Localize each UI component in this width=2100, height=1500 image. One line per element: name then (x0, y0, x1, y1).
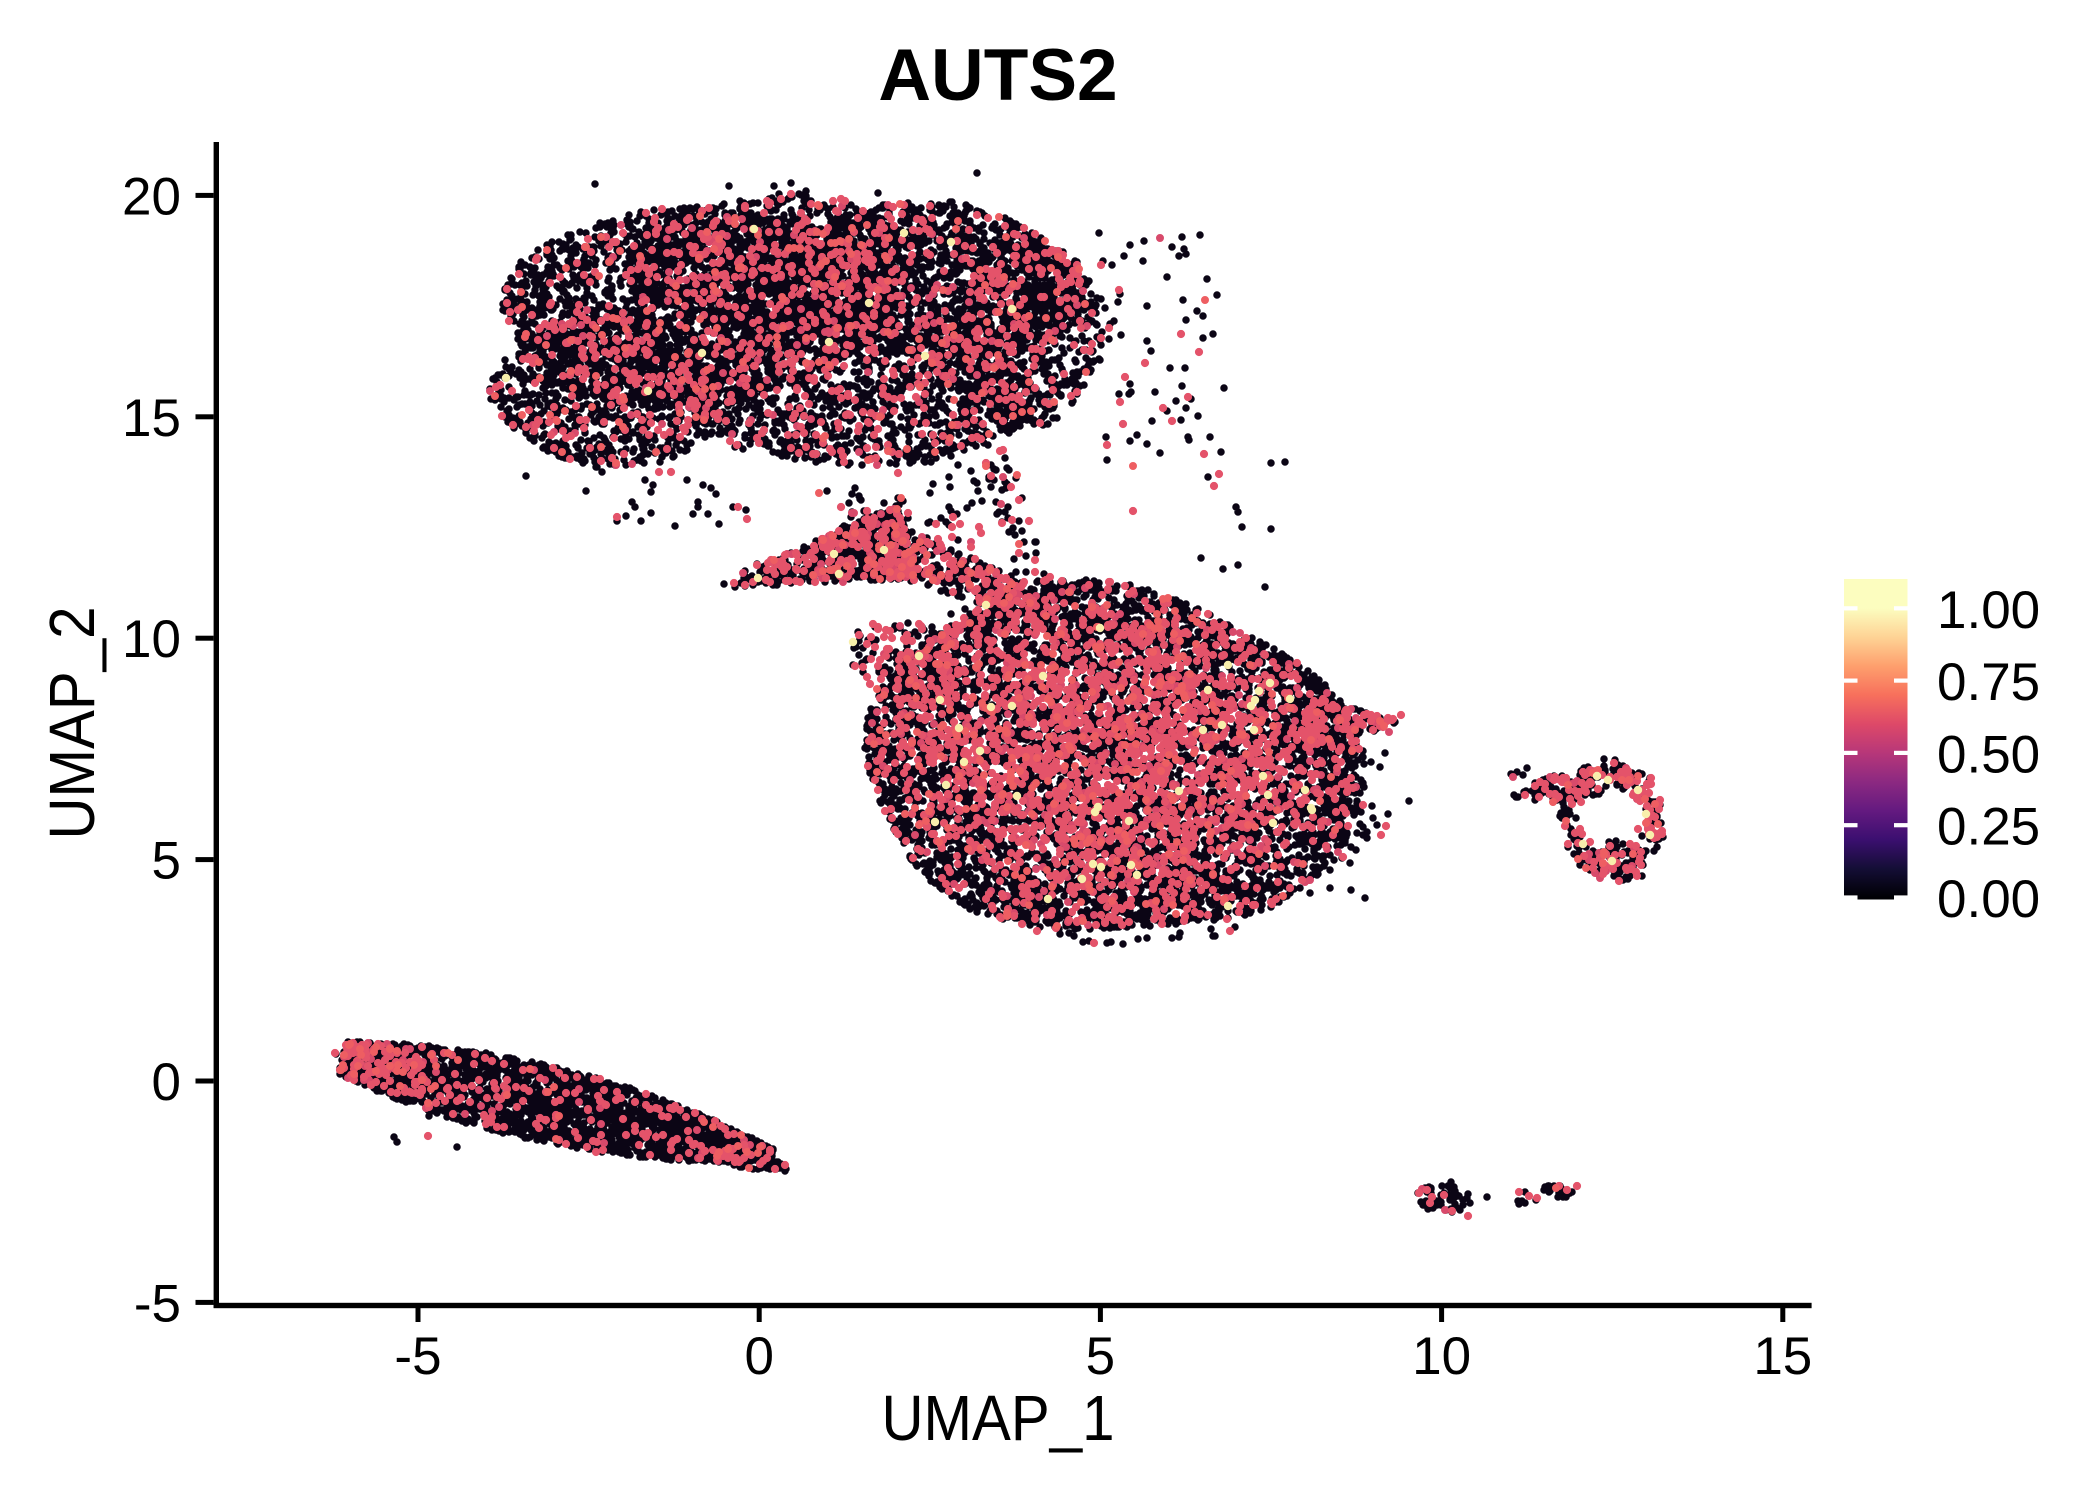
svg-text:0: 0 (152, 1053, 181, 1112)
svg-text:0.50: 0.50 (1937, 725, 2040, 784)
svg-text:UMAP_1: UMAP_1 (882, 1382, 1115, 1454)
svg-text:-5: -5 (394, 1327, 441, 1386)
svg-text:0.75: 0.75 (1937, 653, 2040, 712)
svg-text:UMAP_2: UMAP_2 (36, 607, 108, 840)
svg-text:20: 20 (122, 167, 181, 226)
svg-text:0.25: 0.25 (1937, 798, 2040, 857)
svg-text:0: 0 (744, 1327, 773, 1386)
svg-text:15: 15 (122, 389, 181, 448)
svg-text:1.00: 1.00 (1937, 581, 2040, 640)
svg-text:AUTS2: AUTS2 (878, 35, 1117, 116)
svg-text:5: 5 (1086, 1327, 1115, 1386)
svg-text:5: 5 (152, 832, 181, 891)
svg-text:10: 10 (1412, 1327, 1471, 1386)
svg-text:-5: -5 (134, 1274, 181, 1333)
svg-text:15: 15 (1753, 1327, 1812, 1386)
svg-text:0.00: 0.00 (1937, 870, 2040, 929)
svg-text:10: 10 (122, 610, 181, 669)
